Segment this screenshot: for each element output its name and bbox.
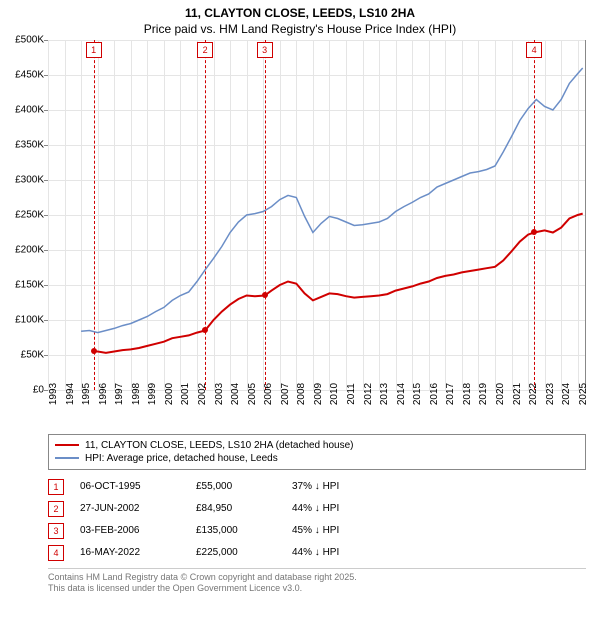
legend-swatch	[55, 457, 79, 459]
x-axis-label: 2014	[396, 382, 407, 404]
sale-dot	[202, 327, 208, 333]
legend-label: HPI: Average price, detached house, Leed…	[85, 453, 278, 464]
chart-svg	[48, 40, 586, 390]
y-axis-label: £50K	[21, 349, 44, 360]
sale-diff: 37% ↓ HPI	[292, 481, 372, 492]
sales-row: 1 06-OCT-1995 £55,000 37% ↓ HPI	[48, 476, 586, 498]
x-axis-label: 2023	[545, 382, 556, 404]
chart-container: 11, CLAYTON CLOSE, LEEDS, LS10 2HA Price…	[0, 0, 600, 620]
x-axis-label: 2016	[429, 382, 440, 404]
x-axis-label: 2013	[379, 382, 390, 404]
x-axis-label: 2011	[346, 383, 357, 405]
footer-line: This data is licensed under the Open Gov…	[48, 583, 586, 595]
x-axis-label: 2006	[263, 382, 274, 404]
x-axis: 1993199419951996199719981999200020012002…	[48, 390, 586, 428]
y-axis-label: £0	[33, 384, 44, 395]
x-axis-label: 2005	[247, 382, 258, 404]
legend-swatch	[55, 444, 79, 446]
sales-row: 2 27-JUN-2002 £84,950 44% ↓ HPI	[48, 498, 586, 520]
sale-row-marker: 4	[48, 545, 64, 561]
sale-date: 16-MAY-2022	[80, 547, 180, 558]
x-axis-label: 2004	[230, 382, 241, 404]
x-axis-label: 2020	[495, 382, 506, 404]
y-axis-label: £350K	[15, 139, 44, 150]
sale-row-marker: 1	[48, 479, 64, 495]
x-axis-label: 2009	[313, 382, 324, 404]
x-axis-label: 2001	[180, 382, 191, 404]
sale-row-marker: 3	[48, 523, 64, 539]
chart-title: 11, CLAYTON CLOSE, LEEDS, LS10 2HA	[0, 0, 600, 22]
legend-label: 11, CLAYTON CLOSE, LEEDS, LS10 2HA (deta…	[85, 440, 353, 451]
x-axis-label: 1996	[98, 382, 109, 404]
x-axis-label: 2003	[214, 382, 225, 404]
x-axis-label: 2019	[478, 382, 489, 404]
x-axis-label: 1995	[81, 382, 92, 404]
x-axis-label: 1998	[131, 382, 142, 404]
y-axis-label: £150K	[15, 279, 44, 290]
chart-subtitle: Price paid vs. HM Land Registry's House …	[0, 22, 600, 40]
x-axis-label: 2008	[296, 382, 307, 404]
x-axis-label: 2021	[512, 382, 523, 404]
x-axis-label: 2024	[561, 382, 572, 404]
y-axis-label: £450K	[15, 69, 44, 80]
x-axis-label: 2025	[578, 382, 589, 404]
x-axis-label: 2017	[445, 382, 456, 404]
footer: Contains HM Land Registry data © Crown c…	[48, 568, 586, 595]
x-axis-label: 1993	[48, 382, 59, 404]
x-axis-label: 1994	[65, 382, 76, 404]
x-axis-label: 2002	[197, 382, 208, 404]
sale-price: £135,000	[196, 525, 276, 536]
sale-date: 06-OCT-1995	[80, 481, 180, 492]
y-axis-label: £200K	[15, 244, 44, 255]
y-axis-label: £400K	[15, 104, 44, 115]
sales-table: 1 06-OCT-1995 £55,000 37% ↓ HPI 2 27-JUN-2002…	[48, 476, 586, 564]
sale-price: £55,000	[196, 481, 276, 492]
y-axis-label: £300K	[15, 174, 44, 185]
y-axis-label: £250K	[15, 209, 44, 220]
sale-price: £225,000	[196, 547, 276, 558]
y-axis-label: £500K	[15, 34, 44, 45]
sale-diff: 44% ↓ HPI	[292, 547, 372, 558]
sale-date: 27-JUN-2002	[80, 503, 180, 514]
y-axis-label: £100K	[15, 314, 44, 325]
x-axis-label: 2022	[528, 382, 539, 404]
x-axis-label: 2010	[329, 382, 340, 404]
x-axis-label: 2012	[363, 382, 374, 404]
sale-dot	[91, 348, 97, 354]
x-axis-label: 2007	[280, 382, 291, 404]
legend-item: 11, CLAYTON CLOSE, LEEDS, LS10 2HA (deta…	[55, 439, 579, 452]
x-axis-label: 2018	[462, 382, 473, 404]
x-axis-label: 2000	[164, 382, 175, 404]
series-price_paid	[94, 213, 583, 352]
x-axis-label: 1999	[147, 382, 158, 404]
sale-date: 03-FEB-2006	[80, 525, 180, 536]
chart-plot-area: £0£50K£100K£150K£200K£250K£300K£350K£400…	[48, 40, 586, 390]
sale-dot	[531, 229, 537, 235]
legend: 11, CLAYTON CLOSE, LEEDS, LS10 2HA (deta…	[48, 434, 586, 470]
footer-line: Contains HM Land Registry data © Crown c…	[48, 572, 586, 584]
sale-diff: 44% ↓ HPI	[292, 503, 372, 514]
sales-row: 4 16-MAY-2022 £225,000 44% ↓ HPI	[48, 542, 586, 564]
sale-row-marker: 2	[48, 501, 64, 517]
sale-diff: 45% ↓ HPI	[292, 525, 372, 536]
legend-item: HPI: Average price, detached house, Leed…	[55, 452, 579, 465]
sales-row: 3 03-FEB-2006 £135,000 45% ↓ HPI	[48, 520, 586, 542]
sale-price: £84,950	[196, 503, 276, 514]
x-axis-label: 1997	[114, 382, 125, 404]
x-axis-label: 2015	[412, 382, 423, 404]
sale-dot	[262, 292, 268, 298]
